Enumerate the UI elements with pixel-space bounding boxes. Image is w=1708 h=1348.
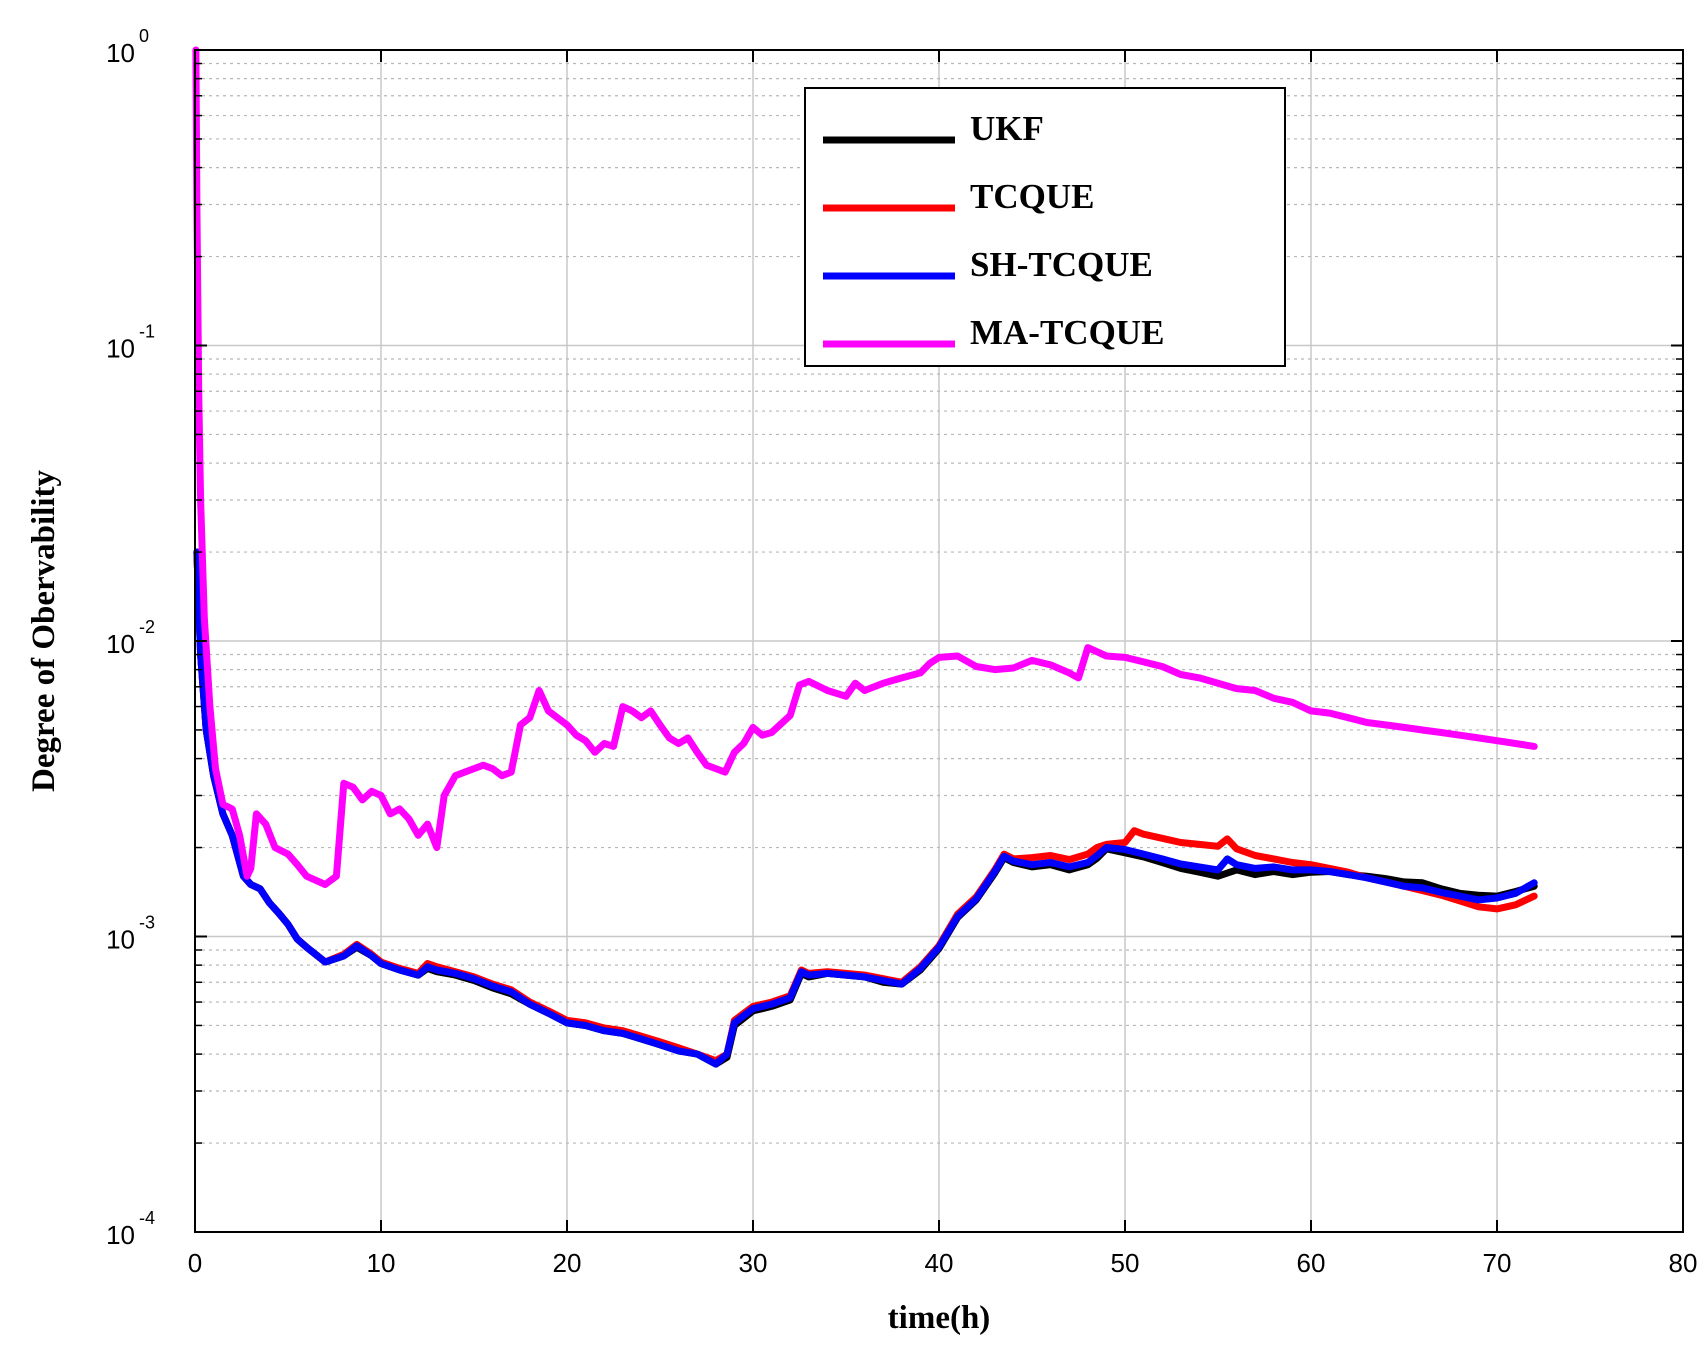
- legend: UKF TCQUE SH-TCQUE MA-TCQUE: [804, 87, 1286, 367]
- legend-label: TCQUE: [970, 177, 1094, 216]
- y-tick-label: 10: [106, 629, 135, 659]
- x-tick-label: 80: [1669, 1248, 1698, 1278]
- series-line-sh-tcque: [193, 548, 1538, 1068]
- x-tick-label: 60: [1297, 1248, 1326, 1278]
- y-tick-exponent: 0: [139, 26, 149, 46]
- x-tick-label: 20: [553, 1248, 582, 1278]
- series-lines: [192, 46, 1538, 1068]
- legend-box: [804, 87, 1286, 367]
- y-axis-title: Degree of Obervability: [26, 470, 62, 792]
- y-tick-label: 10: [106, 1220, 135, 1250]
- x-tick-label: 50: [1111, 1248, 1140, 1278]
- legend-label: MA-TCQUE: [970, 313, 1164, 352]
- x-tick-label: 70: [1483, 1248, 1512, 1278]
- x-tick-label: 40: [925, 1248, 954, 1278]
- y-tick-exponent: -1: [139, 322, 155, 342]
- y-tick-label: 10: [106, 334, 135, 364]
- x-tick-label: 10: [367, 1248, 396, 1278]
- x-axis-title: time(h): [888, 1300, 991, 1336]
- legend-label: UKF: [970, 109, 1044, 148]
- y-tick-exponent: -2: [139, 617, 155, 637]
- legend-label: SH-TCQUE: [970, 245, 1153, 284]
- y-tick-exponent: -4: [139, 1208, 155, 1228]
- x-tick-label: 30: [739, 1248, 768, 1278]
- y-tick-label: 10: [106, 38, 135, 68]
- x-tick-label: 0: [188, 1248, 202, 1278]
- y-tick-exponent: -3: [139, 913, 155, 933]
- y-tick-label: 10: [106, 925, 135, 955]
- series-line-ma-tcque: [192, 46, 1538, 888]
